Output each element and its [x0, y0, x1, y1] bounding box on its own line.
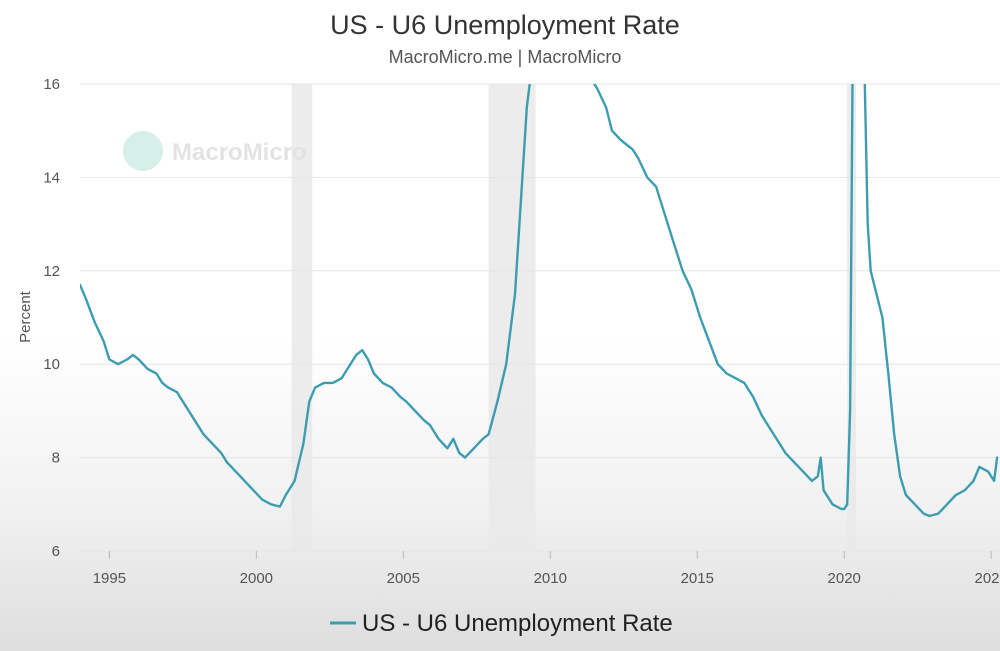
x-tick-label: 2020 [828, 570, 861, 587]
x-tick-label: 1995 [93, 570, 126, 587]
watermark-text: MacroMicro [172, 139, 307, 166]
series-layer [80, 84, 999, 518]
legend[interactable]: US - U6 Unemployment Rate [330, 610, 673, 637]
x-tick-label: 2000 [240, 570, 273, 587]
y-axis-label: Percent [17, 290, 34, 343]
legend-label: US - U6 Unemployment Rate [362, 610, 673, 637]
recession-band [291, 84, 313, 551]
x-axis-ticks: 1995 2000 2005 2010 2015 2020 2025 [93, 551, 1000, 587]
x-tick-label: 2005 [387, 570, 420, 587]
y-tick-label: 6 [52, 543, 60, 560]
y-tick-label: 14 [43, 169, 60, 186]
x-tick-label: 2010 [534, 570, 567, 587]
watermark-logo-icon [123, 131, 163, 171]
x-tick-label: 2015 [681, 570, 714, 587]
grid-lines [80, 83, 1000, 552]
y-tick-label: 10 [43, 356, 60, 373]
chart-subtitle: MacroMicro.me | MacroMicro [389, 47, 622, 67]
series-line-u6 [80, 84, 999, 518]
watermark: MacroMicro [123, 131, 307, 171]
y-tick-label: 12 [43, 263, 60, 280]
chart-title: US - U6 Unemployment Rate [330, 10, 680, 40]
x-tick-label: 2025 [974, 570, 1000, 587]
y-axis-ticks: 6 8 10 12 14 16 [43, 76, 60, 560]
y-tick-label: 8 [52, 450, 60, 467]
recession-bands [291, 84, 856, 551]
y-tick-label: 16 [43, 76, 60, 93]
